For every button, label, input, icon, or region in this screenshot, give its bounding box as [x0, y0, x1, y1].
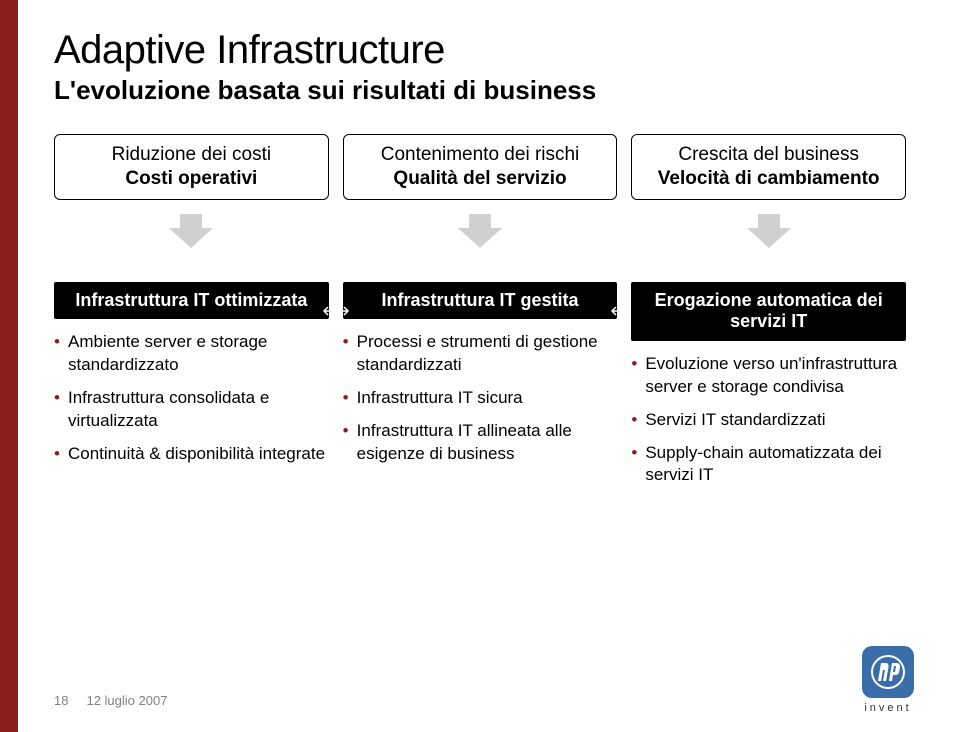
pill-line2: Velocità di cambiamento [642, 167, 895, 191]
arrow-cell [631, 214, 906, 248]
arrows-row [54, 214, 906, 248]
column-managed: Infrastruttura IT gestita Processi e str… [343, 282, 618, 476]
list-item: Evoluzione verso un'infrastruttura serve… [631, 353, 906, 399]
logo-tagline: invent [862, 702, 914, 714]
columns-section: Infrastruttura IT ottimizzata Ambiente s… [54, 282, 906, 498]
slide-footer: 18 12 luglio 2007 [54, 693, 167, 708]
pill-growth: Crescita del business Velocità di cambia… [631, 134, 906, 200]
list-item: Processi e strumenti di gestione standar… [343, 331, 618, 377]
accent-bar [0, 0, 18, 732]
list-item: Servizi IT standardizzati [631, 409, 906, 432]
footer-date: 12 luglio 2007 [86, 693, 167, 708]
column-heading: Erogazione automatica dei servizi IT [631, 282, 906, 341]
column-optimized: Infrastruttura IT ottimizzata Ambiente s… [54, 282, 329, 476]
down-arrow-icon [169, 228, 213, 248]
double-arrow-icon [321, 304, 351, 318]
list-item: Infrastruttura IT allineata alle esigenz… [343, 420, 618, 466]
bullet-list: Processi e strumenti di gestione standar… [343, 331, 618, 466]
pill-line1: Contenimento dei rischi [354, 143, 607, 167]
column-heading: Infrastruttura IT ottimizzata [54, 282, 329, 320]
list-item: Ambiente server e storage standardizzato [54, 331, 329, 377]
pill-line1: Riduzione dei costi [65, 143, 318, 167]
list-item: Infrastruttura consolidata e virtualizza… [54, 387, 329, 433]
hp-logo: invent [862, 646, 914, 714]
down-arrow-icon [747, 228, 791, 248]
slide-subtitle: L'evoluzione basata sui risultati di bus… [54, 75, 906, 106]
arrow-cell [54, 214, 329, 248]
column-automatic: Erogazione automatica dei servizi IT Evo… [631, 282, 906, 498]
column-heading: Infrastruttura IT gestita [343, 282, 618, 320]
slide-title: Adaptive Infrastructure [54, 28, 906, 73]
list-item: Continuità & disponibilità integrate [54, 443, 329, 466]
bullet-list: Evoluzione verso un'infrastruttura serve… [631, 353, 906, 488]
pills-row: Riduzione dei costi Costi operativi Cont… [54, 134, 906, 200]
bullet-list: Ambiente server e storage standardizzato… [54, 331, 329, 466]
arrow-cell [343, 214, 618, 248]
list-item: Infrastruttura IT sicura [343, 387, 618, 410]
page-number: 18 [54, 693, 68, 708]
pill-risk: Contenimento dei rischi Qualità del serv… [343, 134, 618, 200]
hp-badge-icon [862, 646, 914, 698]
down-arrow-icon [458, 228, 502, 248]
pill-line2: Costi operativi [65, 167, 318, 191]
pill-line1: Crescita del business [642, 143, 895, 167]
slide-content: Adaptive Infrastructure L'evoluzione bas… [54, 28, 906, 497]
pill-line2: Qualità del servizio [354, 167, 607, 191]
list-item: Supply-chain automatizzata dei servizi I… [631, 442, 906, 488]
pill-costs: Riduzione dei costi Costi operativi [54, 134, 329, 200]
